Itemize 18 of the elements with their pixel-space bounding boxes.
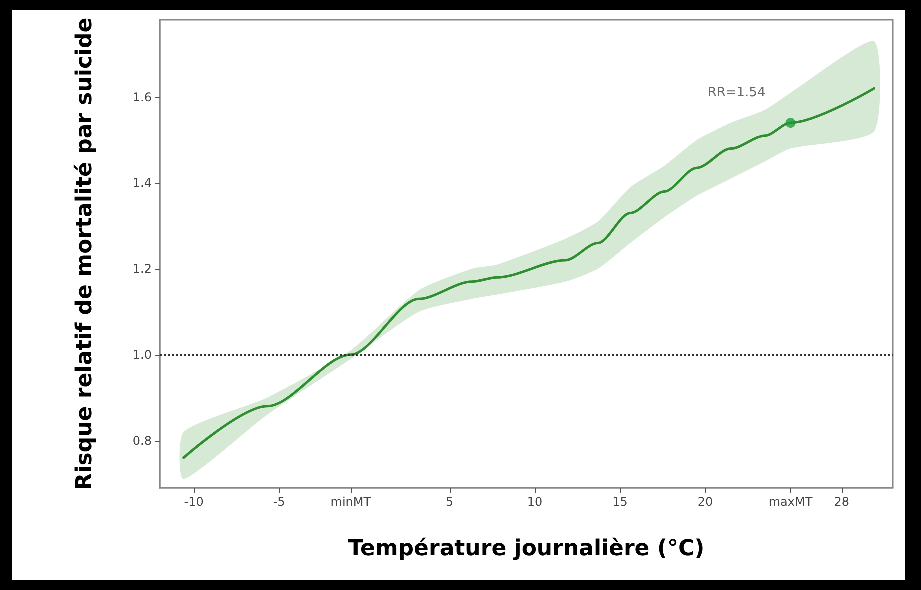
annotation: RR=1.54 bbox=[708, 86, 766, 101]
x-tick-label: minMT bbox=[330, 495, 372, 509]
x-tick-label: maxMT bbox=[768, 495, 814, 509]
x-tick-label: 5 bbox=[446, 495, 454, 509]
y-tick-label: 1.4 bbox=[132, 176, 152, 190]
y-tick-label: 1.2 bbox=[132, 262, 152, 276]
x-tick-label: 28 bbox=[834, 495, 850, 509]
x-tick-label: 15 bbox=[612, 495, 628, 509]
x-tick-label: -5 bbox=[273, 495, 286, 509]
x-axis-title: Température journalière (°C) bbox=[348, 536, 705, 562]
x-tick-label: 10 bbox=[527, 495, 543, 509]
line-series bbox=[182, 87, 876, 460]
y-tick-label: 0.8 bbox=[132, 434, 152, 448]
x-tick-label: -10 bbox=[184, 495, 204, 509]
y-tick-label: 1.6 bbox=[132, 90, 152, 104]
y-axis-title: Risque relatif de mortalité par suicide bbox=[72, 18, 98, 490]
y-tick-label: 1.0 bbox=[132, 348, 152, 362]
x-tick-label: 20 bbox=[698, 495, 714, 509]
